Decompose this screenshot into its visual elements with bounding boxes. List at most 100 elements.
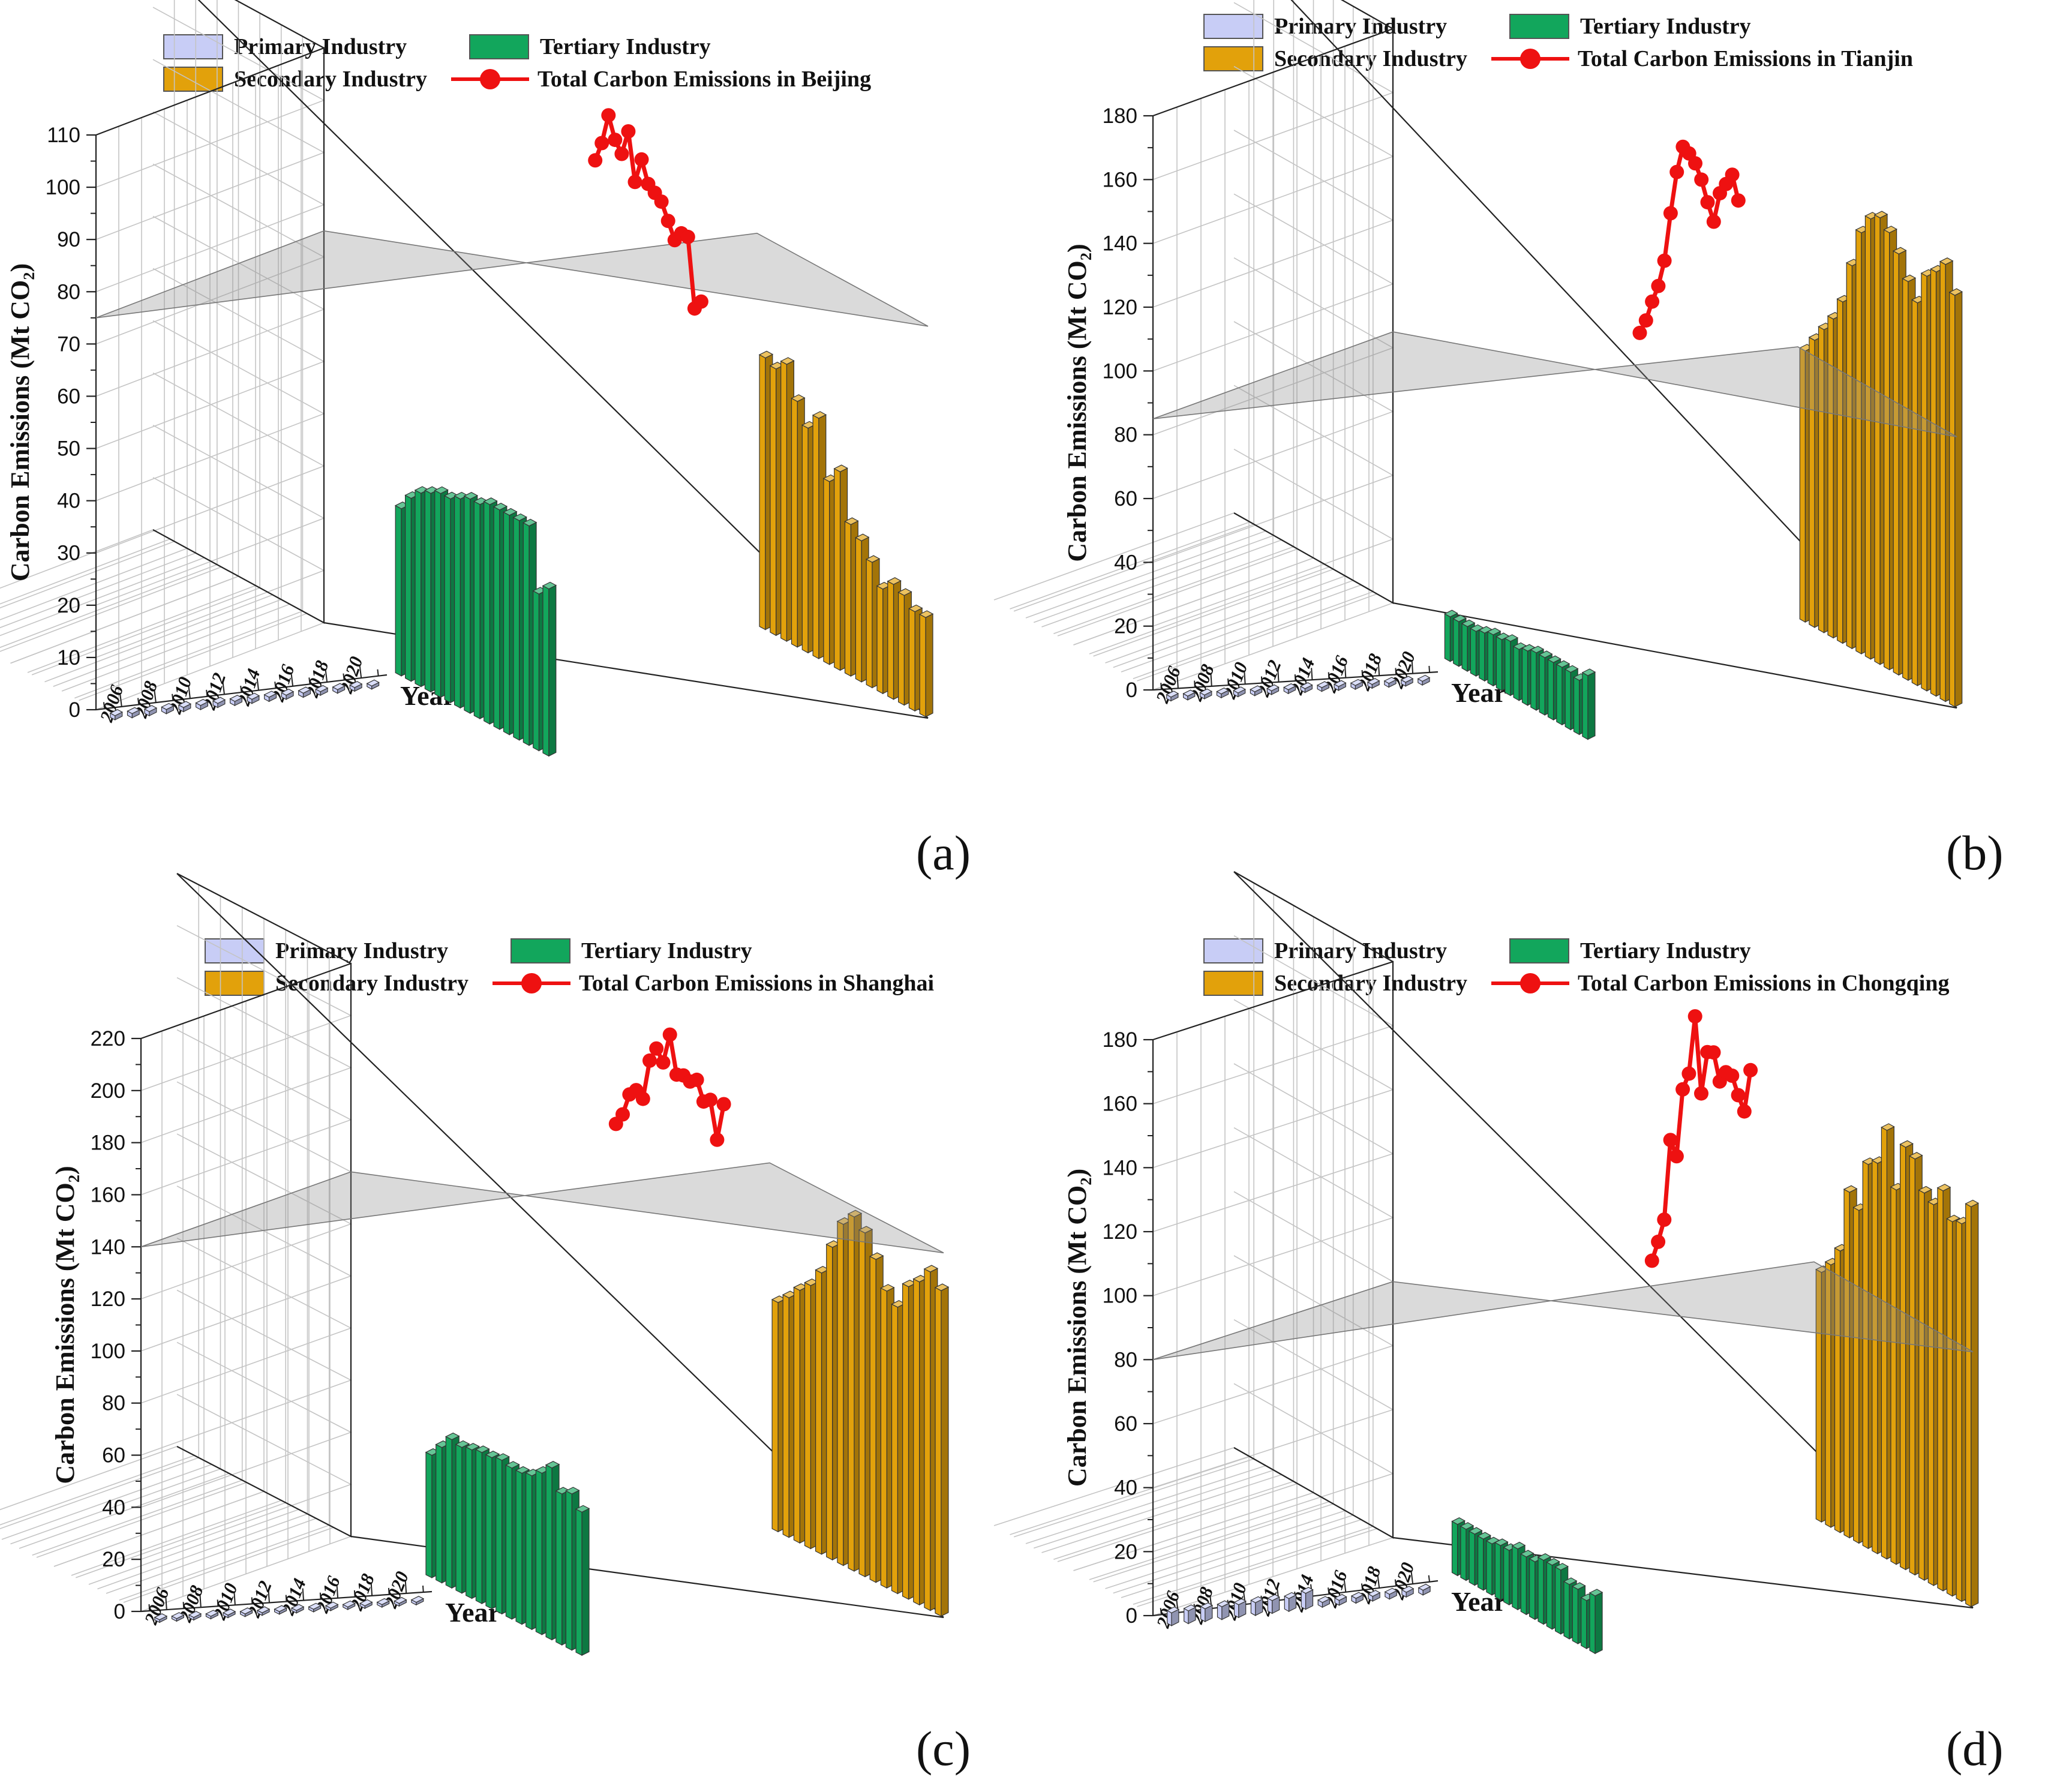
bar-top xyxy=(1316,681,1330,688)
bar-top xyxy=(342,1600,356,1608)
top-edge-line xyxy=(1233,871,1394,962)
gridline-floor xyxy=(123,1527,334,1603)
bar-top xyxy=(434,486,449,494)
year-tick xyxy=(302,1588,305,1601)
gridline-floor xyxy=(1089,566,1330,655)
bar-front xyxy=(1529,1558,1536,1620)
total-emissions-point xyxy=(1687,1009,1702,1024)
primary-bar xyxy=(298,686,311,698)
y-tick-label: 160 xyxy=(1103,1092,1137,1116)
bar-top xyxy=(1511,1541,1526,1550)
gridline-floor-depth xyxy=(1034,1469,1274,1549)
bar-top xyxy=(1401,1586,1415,1593)
chart-panel-a: Primary Industry Secondary Industry Tert… xyxy=(0,0,1030,896)
y-tick-label: 20 xyxy=(57,594,80,617)
gridline-floor xyxy=(88,1509,299,1585)
legend-item-total: Total Carbon Emissions in Beijing xyxy=(451,66,871,92)
secondary-bar xyxy=(1965,1199,1979,1608)
primary-bar xyxy=(246,692,260,704)
year-tick xyxy=(359,666,362,679)
y-tick-label: 60 xyxy=(1114,1412,1137,1436)
bar-front xyxy=(902,1283,909,1600)
total-emissions-point xyxy=(615,1107,630,1122)
gridline-floor-depth xyxy=(32,1479,243,1556)
bar-top xyxy=(1918,1185,1933,1194)
bar-front xyxy=(475,1449,482,1604)
bar-front xyxy=(887,580,894,700)
bar-front xyxy=(513,517,520,741)
y-tick-label: 40 xyxy=(57,490,80,513)
bar-front xyxy=(1581,1596,1587,1650)
gridline-floor-depth xyxy=(97,1513,308,1590)
secondary-bar xyxy=(934,1283,950,1617)
y-tick-label: 110 xyxy=(47,124,80,147)
year-tick xyxy=(1328,1587,1330,1595)
bar-front xyxy=(415,489,422,688)
year-tick xyxy=(1394,1579,1397,1586)
bar-top xyxy=(880,1284,895,1292)
total-emissions-point xyxy=(660,214,675,229)
bar-front xyxy=(876,585,884,695)
bar-top xyxy=(1418,1583,1431,1591)
primary-bar xyxy=(1384,1587,1398,1600)
y-tick-label: 40 xyxy=(1114,551,1137,574)
bar-front xyxy=(1930,268,1937,697)
y-tick-label: 120 xyxy=(1103,296,1137,319)
total-emissions-points xyxy=(1644,1009,1758,1268)
y-tick-label: 140 xyxy=(91,1235,125,1259)
y-tick-label: 100 xyxy=(46,176,80,199)
year-tick xyxy=(1428,1575,1431,1582)
gridline-floor-depth xyxy=(53,1491,265,1567)
legend: Primary Industry Secondary Industry Tert… xyxy=(0,0,1030,92)
gridline-floor xyxy=(1010,521,1250,610)
primary-bar xyxy=(394,1596,407,1607)
bar-front xyxy=(1872,1160,1878,1554)
gridline-floor xyxy=(19,1473,230,1549)
bar-top xyxy=(1547,655,1561,663)
gridline-floor-depth xyxy=(1053,546,1294,635)
gridline-floor xyxy=(0,538,170,605)
legend-item-tertiary: Tertiary Industry xyxy=(1509,13,1751,40)
bar-top xyxy=(918,610,934,618)
tertiary-bars xyxy=(394,486,557,757)
bar-side xyxy=(1587,671,1596,740)
bar-top xyxy=(256,1606,271,1613)
bar-front xyxy=(1301,1590,1307,1610)
primary-bar xyxy=(410,1596,425,1606)
bar-top xyxy=(1266,684,1280,692)
bar-top xyxy=(188,1611,202,1618)
primary-bar xyxy=(290,1604,305,1614)
y-tick-label: 140 xyxy=(1103,232,1137,256)
bar-front xyxy=(1881,1126,1888,1560)
year-tick xyxy=(137,698,140,705)
legend-label-total: Total Carbon Emissions in Chongqing xyxy=(1578,971,1950,996)
bar-front xyxy=(445,1436,452,1589)
grid xyxy=(993,0,1394,691)
bar-top xyxy=(1166,691,1179,698)
gridline-floor-depth xyxy=(31,587,260,676)
total-emissions-point xyxy=(1645,294,1660,309)
bar-top xyxy=(1564,665,1579,673)
legend-swatch-tertiary xyxy=(1509,14,1569,39)
bar-front xyxy=(1486,1540,1493,1596)
bar-top xyxy=(1530,646,1545,653)
bar-top xyxy=(445,1432,460,1440)
primary-bar xyxy=(109,709,123,721)
y-tick-label: 20 xyxy=(102,1548,125,1571)
plot-area: 0 20 40 60 80 100 120 140 160 180 Carbon Emissions… xyxy=(993,871,1979,1655)
gridline-floor xyxy=(1137,1528,1377,1607)
plot-area: 0 10 20 30 40 50 60 70 80 90 100 110 Carbon Emission… xyxy=(0,0,934,757)
gridline-floor xyxy=(1121,584,1362,673)
back-frame xyxy=(1152,28,1394,604)
bar-top xyxy=(1183,1604,1197,1611)
total-emissions-point xyxy=(1694,1086,1708,1101)
total-emissions-points xyxy=(1632,139,1746,340)
total-emissions-point xyxy=(1725,167,1740,182)
back-frame xyxy=(140,962,352,1538)
bar-front xyxy=(935,1287,942,1617)
legend-label-total: Total Carbon Emissions in Tianjin xyxy=(1578,46,1913,71)
bar-front xyxy=(1460,1525,1467,1581)
legend-swatch-secondary xyxy=(163,67,223,92)
gridline-floor-depth xyxy=(74,610,303,699)
bar-front xyxy=(1927,1201,1935,1586)
